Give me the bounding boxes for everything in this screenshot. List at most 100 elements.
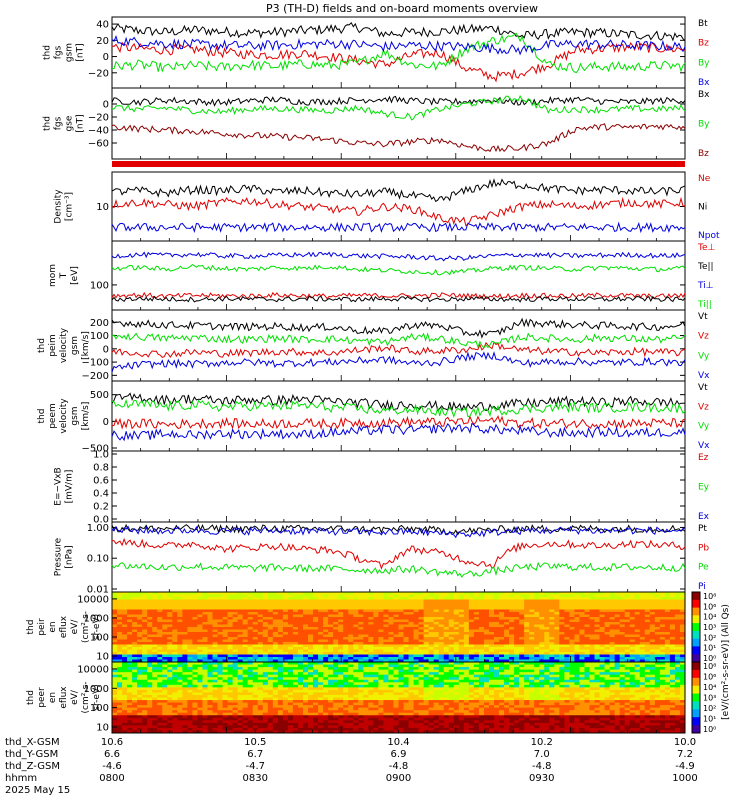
heat-cell [409,652,414,655]
heat-cell [273,670,278,673]
heat-cell [218,705,223,708]
heat-cell [645,617,650,620]
heat-cell [464,640,469,643]
heat-cell [258,675,263,678]
heat-cell [600,645,605,648]
heat-cell [228,705,233,708]
heat-cell [218,685,223,688]
heat-cell [625,617,630,620]
heat-cell [137,677,142,680]
heat-cell [172,667,177,670]
heat-cell [584,630,589,633]
heat-cell [635,650,640,653]
heat-cell [399,595,404,598]
heat-cell [298,597,303,600]
heat-cell [454,635,459,638]
heat-cell [524,642,529,645]
heat-cell [132,700,137,703]
heat-cell [414,647,419,650]
heat-cell [288,703,293,706]
heat-cell [564,595,569,598]
heat-cell [182,710,187,713]
heat-cell [238,652,243,655]
heat-cell [469,602,474,605]
heat-cell [208,713,213,716]
heat-cell [263,692,268,695]
heat-cell [273,708,278,711]
heat-cell [489,607,494,610]
heat-cell [263,695,268,698]
heat-cell [142,725,147,728]
heat-cell [539,625,544,628]
heat-cell [499,612,504,615]
y-axis-label: eflux [59,615,69,638]
heat-cell [283,602,288,605]
heat-cell [263,713,268,716]
heat-cell [172,675,177,678]
heat-cell [263,595,268,598]
heat-cell [444,620,449,623]
heat-cell [233,670,238,673]
heat-cell [208,630,213,633]
heat-cell [620,625,625,628]
heat-cell [112,622,117,625]
heat-cell [534,597,539,600]
heat-cell [539,637,544,640]
heat-cell [504,605,509,608]
heat-cell [610,645,615,648]
heat-cell [318,685,323,688]
heat-cell [640,605,645,608]
heat-cell [353,710,358,713]
heat-cell [670,657,675,660]
heat-cell [313,667,318,670]
heat-cell [328,602,333,605]
heat-cell [303,645,308,648]
heat-cell [323,703,328,706]
heat-cell [147,672,152,675]
heat-cell [127,665,132,668]
heat-cell [313,650,318,653]
panel-frame [112,381,685,451]
heat-cell [228,700,233,703]
heat-cell [414,642,419,645]
heat-cell [650,610,655,613]
heat-cell [549,595,554,598]
heat-cell [635,630,640,633]
heat-cell [434,640,439,643]
heat-cell [675,600,680,603]
heat-cell [313,657,318,660]
heat-cell [182,607,187,610]
heat-cell [218,677,223,680]
heat-cell [157,672,162,675]
heat-cell [640,655,645,658]
heat-cell [454,632,459,635]
heat-cell [137,640,142,643]
heat-cell [650,632,655,635]
heat-cell [283,625,288,628]
heat-cell [253,698,258,701]
heat-cell [459,627,464,630]
heat-cell [233,687,238,690]
heat-cell [278,607,283,610]
heat-cell [253,635,258,638]
heat-cell [353,625,358,628]
heat-cell [318,635,323,638]
heat-cell [660,605,665,608]
heat-cell [625,612,630,615]
heat-cell [112,672,117,675]
heat-cell [504,657,509,660]
heat-cell [293,655,298,658]
heat-cell [192,713,197,716]
heat-cell [313,698,318,701]
heat-cell [192,672,197,675]
heat-cell [404,630,409,633]
y-axis-label: [nT] [76,114,86,132]
heat-cell [243,703,248,706]
heat-cell [373,607,378,610]
heat-cell [253,713,258,716]
heat-cell [298,692,303,695]
heat-cell [625,652,630,655]
heat-cell [258,710,263,713]
heat-cell [650,647,655,650]
